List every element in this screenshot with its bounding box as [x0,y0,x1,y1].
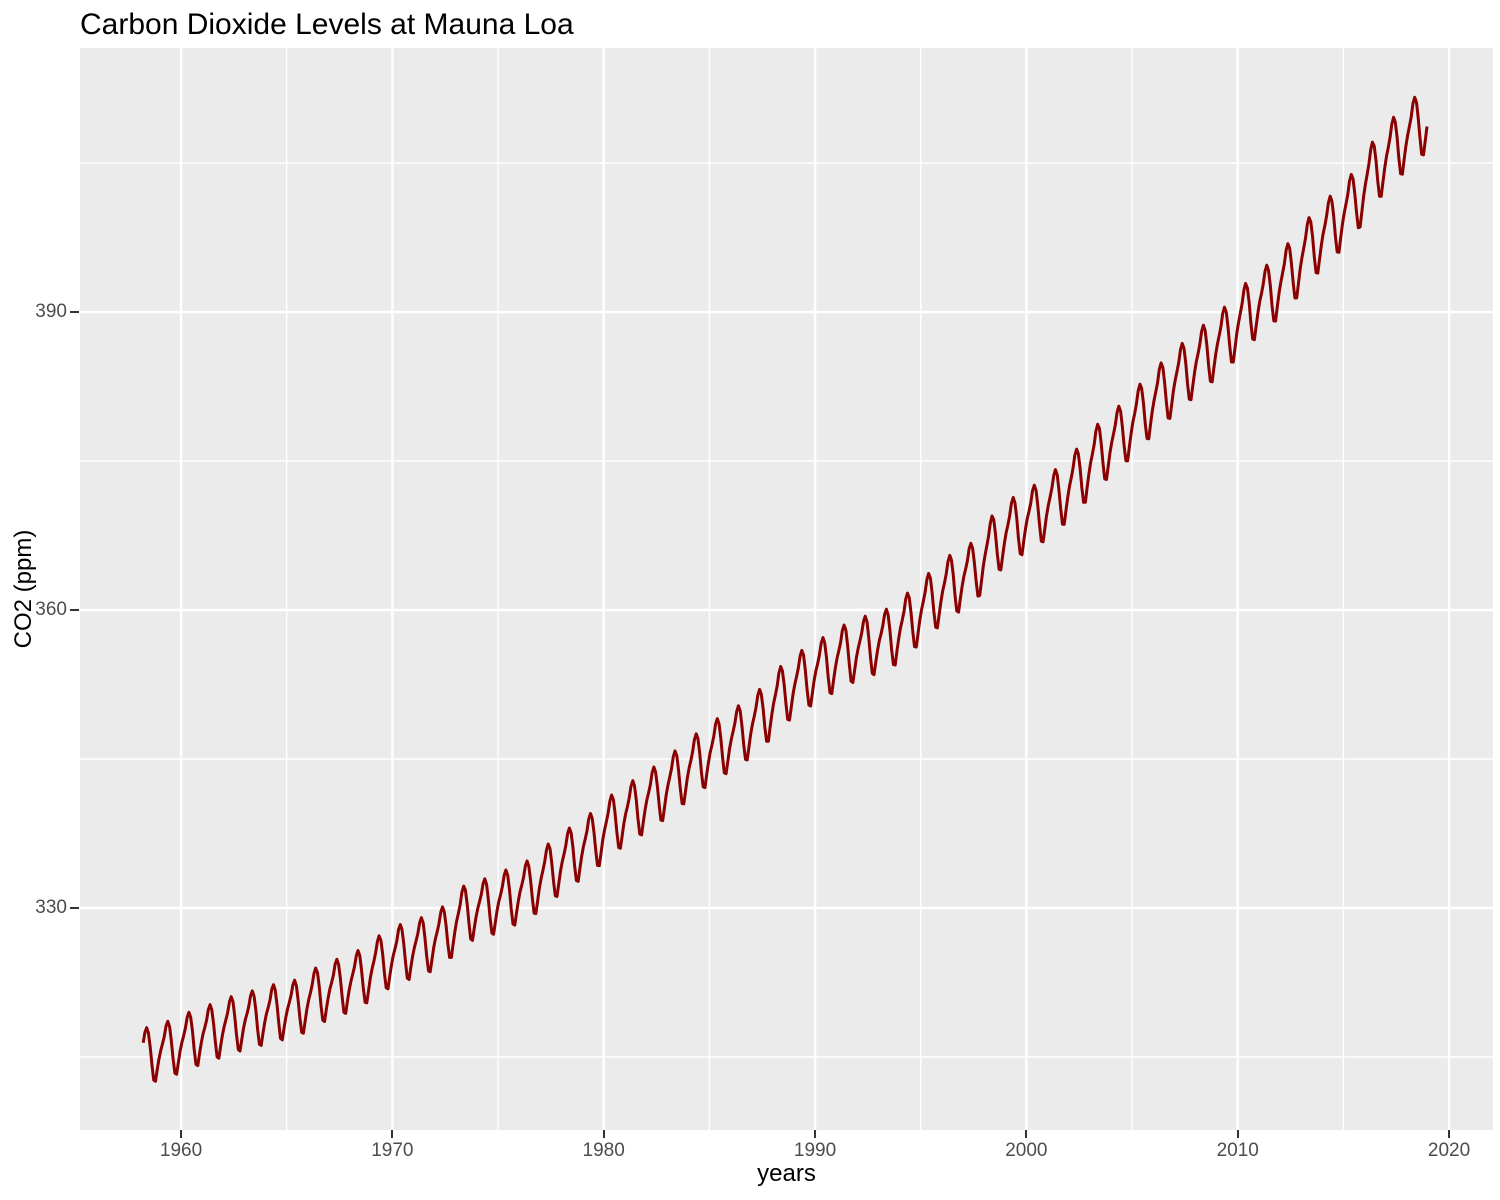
y-tick-mark [70,906,79,909]
x-tick-mark [1025,1130,1028,1138]
plot-title: Carbon Dioxide Levels at Mauna Loa [80,8,574,41]
x-tick-label: 2000 [1005,1140,1048,1161]
y-tick-mark [70,609,79,611]
x-tick-mark [180,1130,183,1138]
y-tick-label: 360 [35,599,67,620]
plot-panel [80,48,1493,1130]
co2-series-line [141,95,1429,1083]
x-tick-mark [1448,1130,1451,1138]
x-axis-title: years [757,1160,816,1187]
x-tick-label: 1960 [159,1140,203,1161]
y-axis-title: CO2 (ppm) [10,529,37,649]
y-tick-label: 330 [35,896,67,918]
x-tick-label: 2010 [1216,1140,1259,1161]
y-tick-mark [70,311,79,314]
x-tick-label: 1980 [582,1140,625,1161]
x-tick-mark [1236,1130,1239,1138]
x-tick-mark [814,1130,817,1138]
x-tick-label: 2020 [1427,1140,1471,1161]
plot-area-svg [80,48,1493,1130]
x-tick-mark [602,1130,605,1138]
y-tick-label: 390 [35,301,67,323]
x-tick-label: 1990 [793,1140,837,1161]
x-tick-label: 1970 [371,1140,414,1161]
x-tick-mark [391,1130,394,1138]
